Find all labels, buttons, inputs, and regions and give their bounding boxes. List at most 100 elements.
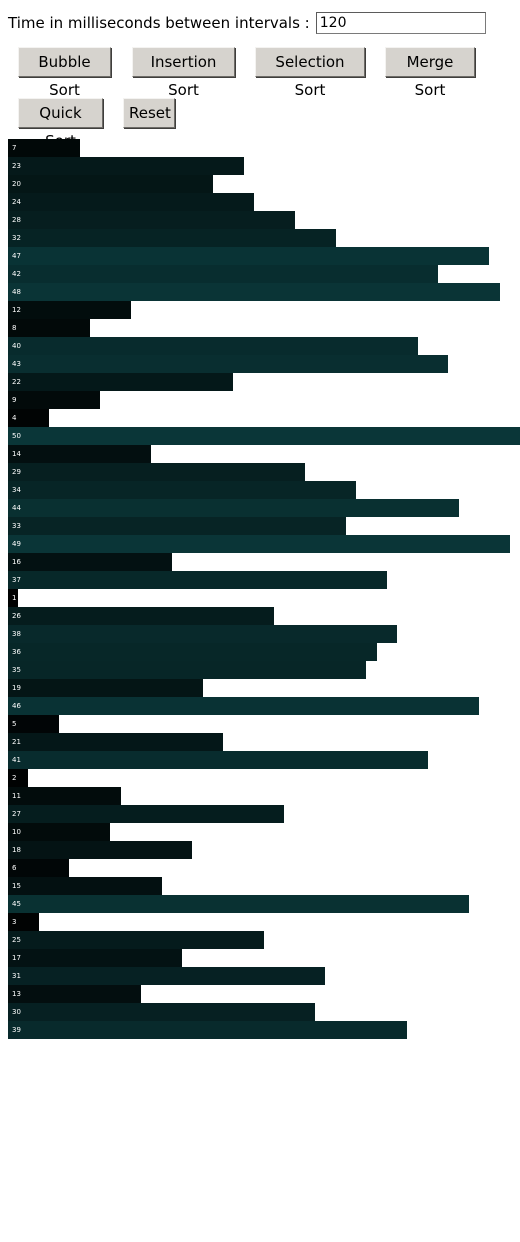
sort-bar: 8: [8, 319, 90, 337]
sort-bar: 28: [8, 211, 295, 229]
sort-bar: 16: [8, 553, 172, 571]
sort-bars: 7 23 20 24 28 32 47 42 48 12 8 40 43 22 9 4 50 14 29 34 44 33…: [8, 139, 520, 1039]
bar-value-label: 13: [12, 990, 21, 998]
sort-bar: 49: [8, 535, 510, 553]
bar-value-label: 21: [12, 738, 21, 746]
sort-bar: 13: [8, 985, 141, 1003]
sort-bar: 40: [8, 337, 418, 355]
bar-value-label: 1: [12, 594, 17, 602]
bar-value-label: 30: [12, 1008, 21, 1016]
sort-bar: 31: [8, 967, 325, 985]
bar-value-label: 29: [12, 468, 21, 476]
bar-value-label: 28: [12, 216, 21, 224]
sort-bar: 38: [8, 625, 397, 643]
sort-bar: 47: [8, 247, 489, 265]
bar-value-label: 5: [12, 720, 17, 728]
sort-bar: 41: [8, 751, 428, 769]
reset-button[interactable]: Reset: [123, 98, 175, 128]
bar-value-label: 42: [12, 270, 21, 278]
sort-bar: 37: [8, 571, 387, 589]
sort-bar: 21: [8, 733, 223, 751]
bar-value-label: 41: [12, 756, 21, 764]
bar-value-label: 20: [12, 180, 21, 188]
sort-bar: 11: [8, 787, 121, 805]
sort-bar: 10: [8, 823, 110, 841]
selection-sort-button[interactable]: Selection Sort: [255, 47, 365, 99]
interval-input[interactable]: [315, 12, 486, 34]
bar-value-label: 36: [12, 648, 21, 656]
bar-value-label: 26: [12, 612, 21, 620]
sort-bar: 34: [8, 481, 356, 499]
bar-value-label: 47: [12, 252, 21, 260]
bar-value-label: 19: [12, 684, 21, 692]
bar-value-label: 37: [12, 576, 21, 584]
sort-bar: 25: [8, 931, 264, 949]
bar-value-label: 23: [12, 162, 21, 170]
bar-value-label: 6: [12, 864, 17, 872]
sort-bar: 32: [8, 229, 336, 247]
sort-bar: 22: [8, 373, 233, 391]
interval-label: Time in milliseconds between intervals :: [8, 14, 310, 32]
sort-bar: 7: [8, 139, 80, 157]
sort-bar: 35: [8, 661, 366, 679]
bar-value-label: 14: [12, 450, 21, 458]
sort-bar: 9: [8, 391, 100, 409]
sort-bar: 1: [8, 589, 18, 607]
sort-bar: 12: [8, 301, 131, 319]
bar-value-label: 40: [12, 342, 21, 350]
bar-value-label: 50: [12, 432, 21, 440]
bar-value-label: 25: [12, 936, 21, 944]
sort-bar: 29: [8, 463, 305, 481]
bubble-sort-button[interactable]: Bubble Sort: [18, 47, 111, 99]
sort-bar: 50: [8, 427, 520, 445]
bar-value-label: 32: [12, 234, 21, 242]
insertion-sort-button[interactable]: Insertion Sort: [132, 47, 235, 99]
bar-value-label: 34: [12, 486, 21, 494]
sort-bar: 6: [8, 859, 69, 877]
bar-value-label: 45: [12, 900, 21, 908]
sort-bar: 45: [8, 895, 469, 913]
bar-value-label: 11: [12, 792, 21, 800]
sort-bar: 43: [8, 355, 448, 373]
sort-bar: 42: [8, 265, 438, 283]
bar-value-label: 43: [12, 360, 21, 368]
bar-value-label: 16: [12, 558, 21, 566]
bar-value-label: 24: [12, 198, 21, 206]
sort-bar: 18: [8, 841, 192, 859]
bar-value-label: 46: [12, 702, 21, 710]
quick-sort-button[interactable]: Quick Sort: [18, 98, 103, 150]
merge-sort-button[interactable]: Merge Sort: [385, 47, 475, 99]
bar-value-label: 27: [12, 810, 21, 818]
bar-value-label: 7: [12, 144, 17, 152]
sort-bar: 20: [8, 175, 213, 193]
bar-value-label: 10: [12, 828, 21, 836]
bar-value-label: 22: [12, 378, 21, 386]
sort-bar: 15: [8, 877, 162, 895]
sort-bar: 48: [8, 283, 500, 301]
bar-value-label: 44: [12, 504, 21, 512]
sort-bar: 33: [8, 517, 346, 535]
sort-bar: 2: [8, 769, 28, 787]
sort-bar: 30: [8, 1003, 315, 1021]
sort-bar: 24: [8, 193, 254, 211]
bar-value-label: 49: [12, 540, 21, 548]
sort-bar: 44: [8, 499, 459, 517]
bar-value-label: 8: [12, 324, 17, 332]
sort-bar: 3: [8, 913, 39, 931]
bar-value-label: 33: [12, 522, 21, 530]
bar-value-label: 15: [12, 882, 21, 890]
bar-value-label: 48: [12, 288, 21, 296]
sort-bar: 5: [8, 715, 59, 733]
sort-bar: 26: [8, 607, 274, 625]
sort-bar: 4: [8, 409, 49, 427]
sort-bar: 17: [8, 949, 182, 967]
bar-value-label: 12: [12, 306, 21, 314]
bar-value-label: 17: [12, 954, 21, 962]
bar-value-label: 3: [12, 918, 17, 926]
sort-bar: 14: [8, 445, 151, 463]
bar-value-label: 39: [12, 1026, 21, 1034]
bar-value-label: 31: [12, 972, 21, 980]
bar-value-label: 9: [12, 396, 17, 404]
sort-bar: 46: [8, 697, 479, 715]
interval-row: Time in milliseconds between intervals :: [8, 11, 486, 35]
